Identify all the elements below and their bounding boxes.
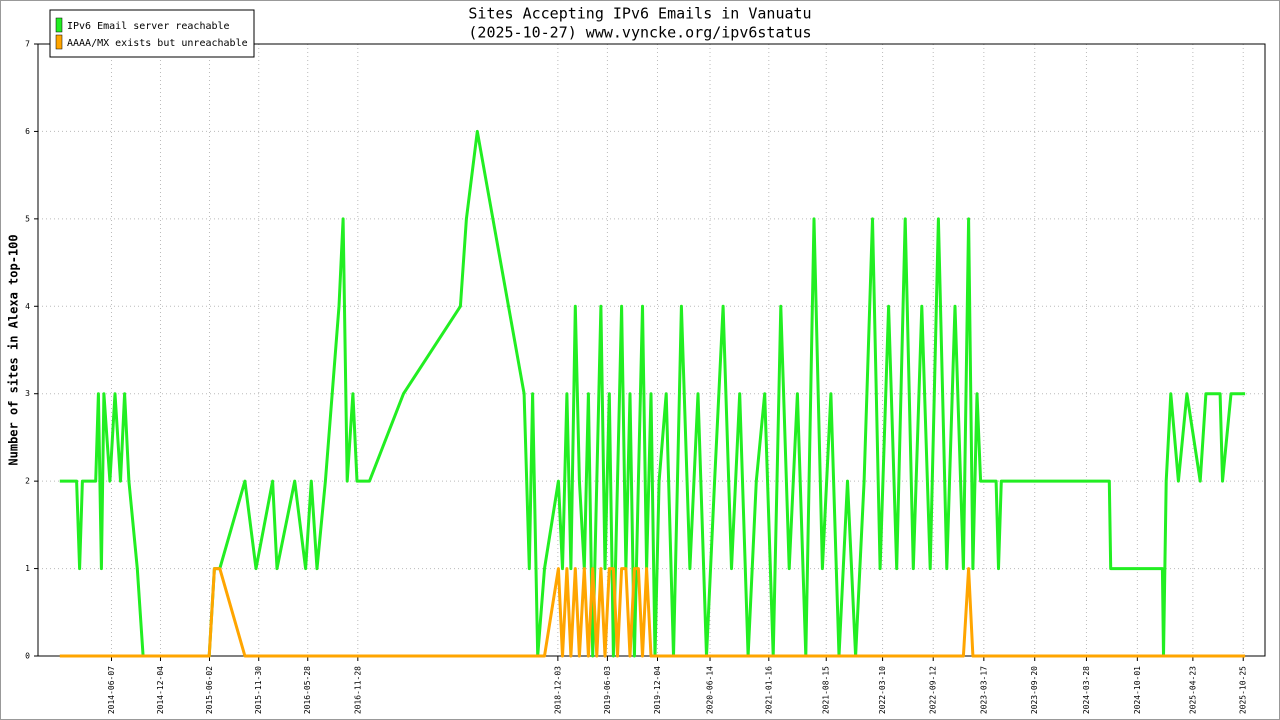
x-tick-label: 2022-09-12	[929, 666, 938, 714]
legend-box	[49, 9, 255, 58]
y-tick-label: 4	[25, 302, 30, 311]
x-tick-label: 2023-09-20	[1030, 666, 1039, 714]
y-tick-label: 1	[25, 564, 30, 573]
legend-label: AAAA/MX exists but unreachable	[67, 38, 248, 49]
legend-swatch	[55, 34, 63, 50]
x-tick-label: 2020-06-14	[706, 666, 715, 714]
y-tick-label: 3	[25, 389, 30, 398]
x-tick-label: 2019-12-04	[653, 666, 662, 714]
series-line	[59, 129, 1246, 658]
x-tick-label: 2021-01-16	[764, 666, 773, 714]
y-tick-label: 6	[25, 127, 30, 136]
x-tick-label: 2015-11-30	[254, 666, 263, 714]
y-axis-label: Number of sites in Alexa top-100	[7, 234, 21, 465]
y-tick-label: 7	[25, 40, 30, 49]
x-tick-label: 2019-06-03	[603, 666, 612, 714]
x-tick-label: 2025-10-25	[1239, 666, 1248, 714]
x-tick-label: 2024-10-01	[1133, 666, 1142, 714]
series-line	[59, 567, 1246, 658]
x-tick-label: 2014-06-07	[107, 666, 116, 714]
x-tick-label: 2016-11-28	[353, 666, 362, 714]
x-tick-label: 2021-08-15	[822, 666, 831, 714]
legend-swatch	[55, 17, 63, 33]
x-tick-label: 2025-04-23	[1188, 666, 1197, 714]
chart-title: Sites Accepting IPv6 Emails in Vanuatu	[468, 5, 811, 23]
legend-label: IPv6 Email server reachable	[67, 21, 230, 32]
y-tick-label: 0	[25, 652, 30, 661]
x-tick-label: 2014-12-04	[156, 666, 165, 714]
x-tick-label: 2016-05-28	[303, 666, 312, 714]
x-tick-label: 2015-06-02	[205, 666, 214, 714]
y-tick-label: 5	[25, 214, 30, 223]
x-tick-label: 2024-03-28	[1082, 666, 1091, 714]
x-tick-label: 2023-03-17	[979, 666, 988, 714]
x-tick-label: 2022-03-10	[878, 666, 887, 714]
chart-subtitle: (2025-10-27) www.vyncke.org/ipv6status	[468, 24, 811, 42]
y-tick-label: 2	[25, 477, 30, 486]
x-tick-label: 2018-12-03	[553, 666, 562, 714]
